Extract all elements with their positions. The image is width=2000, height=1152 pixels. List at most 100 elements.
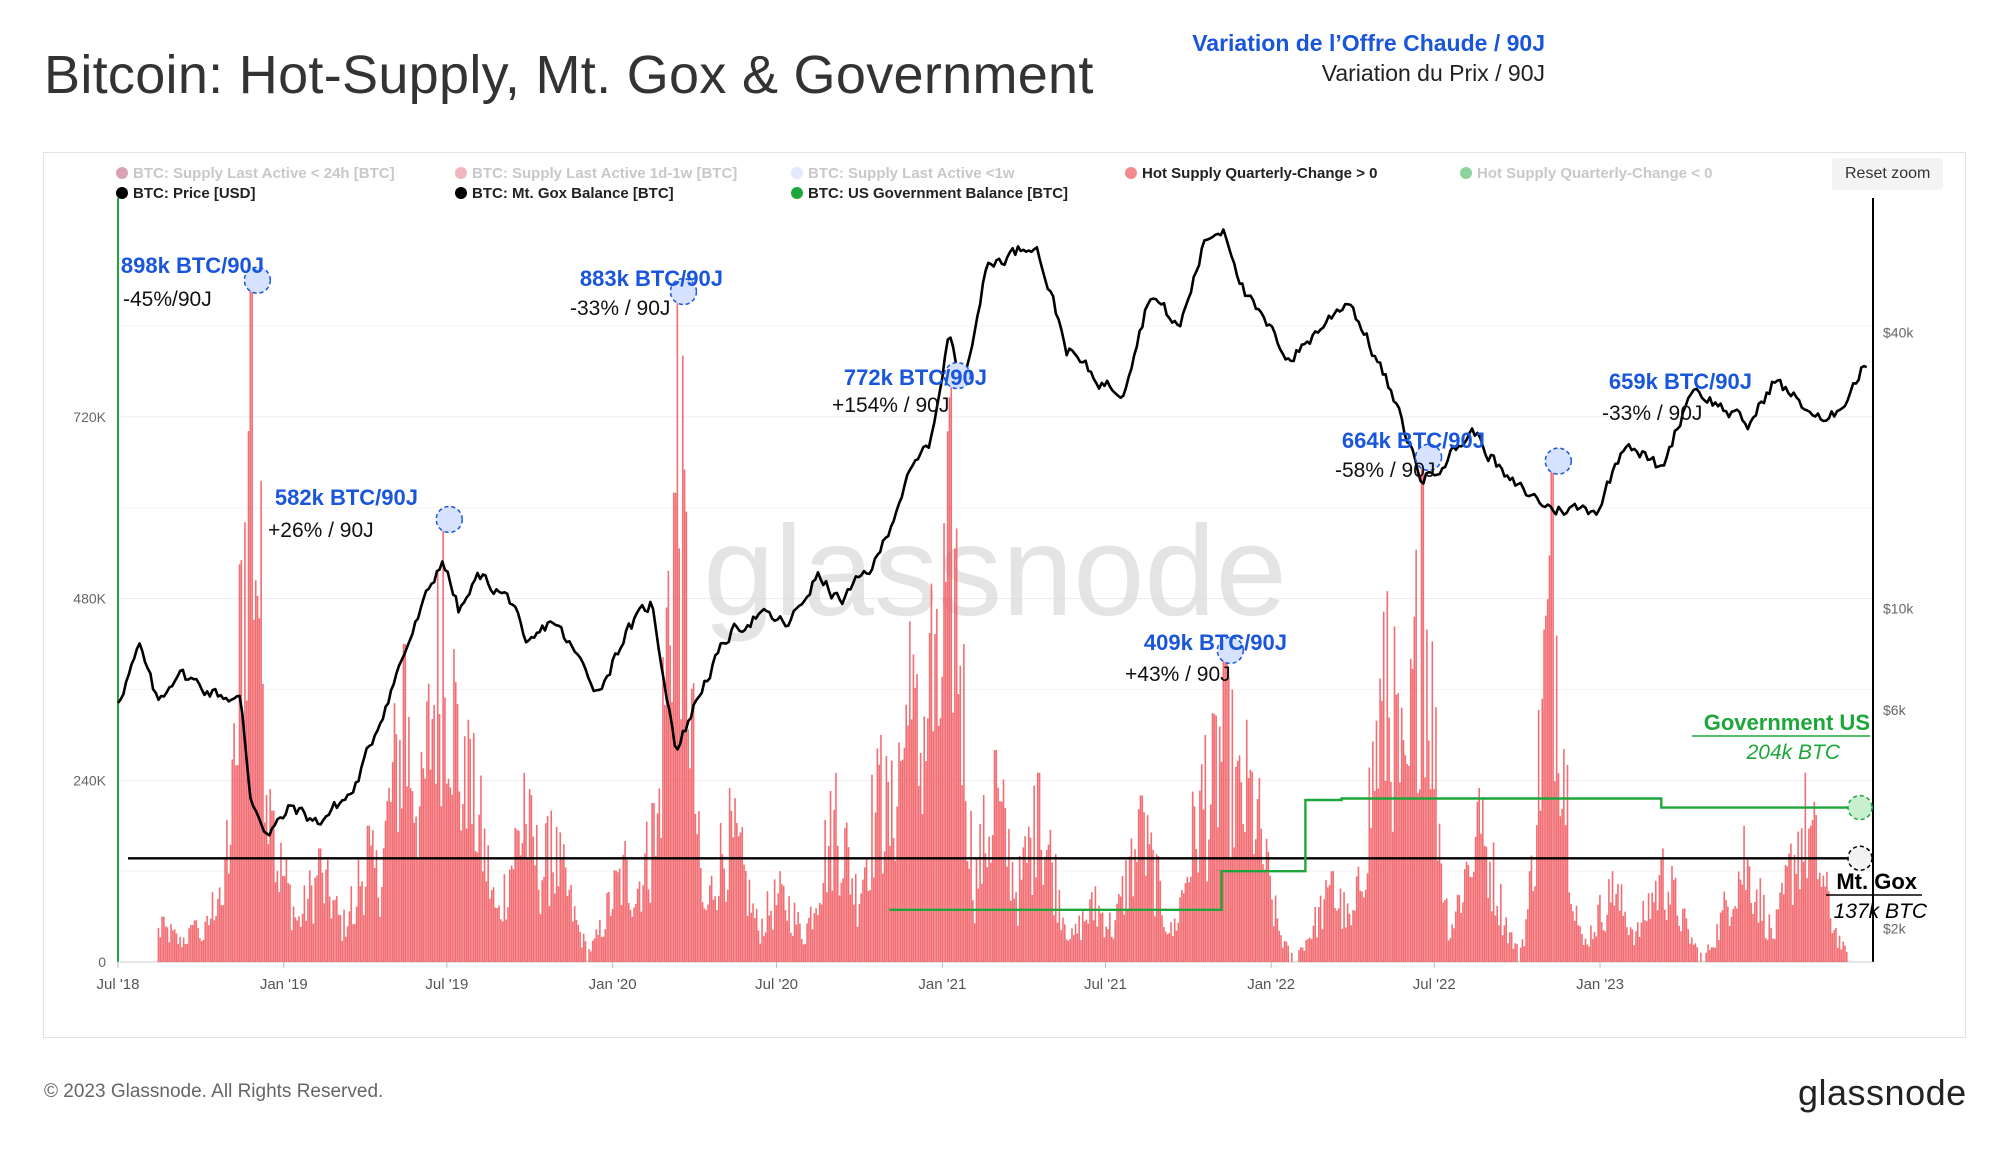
hot-supply-bar (1512, 948, 1515, 962)
hot-supply-bar (874, 812, 877, 962)
hot-supply-bar (1368, 767, 1371, 962)
hot-supply-bar (1172, 935, 1174, 962)
hot-supply-bar (1352, 910, 1354, 962)
hot-supply-bar (1478, 787, 1480, 962)
hot-supply-bar (400, 808, 403, 962)
hot-supply-bar (191, 925, 194, 962)
hot-supply-bar (1319, 895, 1322, 962)
legend-swatch (791, 187, 803, 199)
hot-supply-bar (1829, 918, 1832, 962)
hot-supply-bar (1611, 871, 1614, 962)
hot-supply-bar (1422, 459, 1425, 962)
hot-supply-bar (280, 842, 282, 962)
hot-supply-bar (1022, 847, 1025, 962)
hot-supply-bar (939, 718, 942, 962)
hot-supply-bar (869, 890, 871, 962)
hot-supply-bar (1656, 910, 1659, 962)
hot-supply-bar (1114, 920, 1117, 962)
hot-supply-bar (1357, 866, 1360, 962)
hot-supply-bar (797, 911, 799, 962)
hot-supply-bar (932, 731, 935, 962)
hot-supply-bar (851, 878, 853, 962)
hot-supply-bar (1501, 935, 1504, 962)
hot-supply-bar (946, 431, 949, 962)
hot-supply-bar (1449, 938, 1452, 962)
hot-supply-bar (1168, 933, 1171, 962)
hot-supply-bar (889, 845, 891, 962)
annotation-label: 409k BTC/90J (1144, 630, 1287, 655)
hot-supply-bar (788, 896, 790, 962)
hot-supply-bar (1125, 860, 1127, 962)
hot-supply-bar (1588, 946, 1590, 962)
hot-supply-bar (1262, 864, 1264, 962)
hot-supply-bar (1597, 904, 1599, 962)
hot-supply-bar (1090, 892, 1093, 962)
hot-supply-bar (1065, 939, 1068, 962)
hot-supply-bar (883, 851, 886, 962)
hot-supply-bar (1188, 882, 1190, 962)
hot-supply-bar (514, 827, 517, 962)
hot-supply-bar (1799, 889, 1801, 962)
hot-supply-bar (262, 683, 264, 962)
hot-supply-bar (1236, 760, 1239, 962)
hot-supply-bar (1263, 869, 1266, 962)
hot-supply-bar (518, 830, 520, 962)
x-tick-label: Jan '19 (260, 976, 308, 993)
y-left-tick-label: 480K (73, 591, 106, 607)
hot-supply-bar (1674, 877, 1677, 962)
reset-zoom-button[interactable]: Reset zoom (1832, 158, 1944, 190)
hot-supply-bar (1370, 827, 1372, 962)
hot-supply-bar (1750, 902, 1753, 962)
hot-supply-bar (278, 891, 280, 962)
hot-supply-bar (1388, 717, 1390, 962)
hot-supply-bar (1510, 932, 1513, 962)
hot-supply-bar (1649, 918, 1652, 962)
hot-supply-bar (1687, 929, 1690, 962)
hot-supply-bar (1474, 836, 1477, 962)
hot-supply-bar (211, 892, 214, 962)
hot-supply-bar (388, 787, 390, 962)
hot-supply-bar (1811, 820, 1814, 962)
hot-supply-bar (1633, 945, 1635, 962)
hot-supply-bar (952, 712, 954, 962)
legend-item: BTC: Supply Last Active <1w (791, 165, 1015, 182)
hot-supply-bar (1472, 871, 1475, 962)
hot-supply-bar (379, 916, 381, 962)
hot-supply-bar (750, 912, 753, 962)
hot-supply-bar (415, 816, 417, 962)
hot-supply-bar (1363, 897, 1365, 962)
hot-supply-bar (1085, 919, 1088, 962)
annotation: 772k BTC/90J +154% / 90J (832, 361, 987, 417)
hot-supply-bar (921, 814, 924, 962)
hot-supply-bar (1627, 935, 1630, 962)
hot-supply-bar (1436, 860, 1439, 962)
hot-supply-bar (1222, 652, 1225, 962)
hot-supply-bar (346, 926, 349, 962)
hot-supply-bar (1235, 766, 1237, 962)
hot-supply-bar (366, 825, 369, 962)
hot-supply-bar (1427, 740, 1430, 962)
hot-supply-bar (844, 827, 846, 962)
hot-supply-bar (305, 920, 307, 962)
hot-supply-bar (813, 913, 816, 962)
mtgox-label-title: Mt. Gox (1836, 869, 1917, 894)
hot-supply-bar (779, 871, 781, 962)
hot-supply-bar (1076, 933, 1079, 962)
hot-supply-bar (263, 822, 266, 962)
hot-supply-bar (672, 492, 675, 962)
glassnode-logo: glassnode (1798, 1072, 1967, 1113)
hot-supply-bar (290, 930, 293, 962)
hot-supply-bar (847, 847, 850, 962)
hot-supply-bar (1013, 898, 1016, 962)
hot-supply-bar (1732, 908, 1735, 962)
hot-supply-bar (1341, 928, 1344, 962)
x-ticks: Jul '18 Jan '19 Jul '19 Jan '20 Jul '20 Jan '… (97, 962, 1624, 993)
hot-supply-bar (1763, 894, 1765, 962)
hot-supply-bar (1314, 906, 1317, 962)
hot-supply-bar (271, 810, 273, 962)
hot-supply-bar (600, 936, 603, 962)
hot-supply-bar (1835, 927, 1837, 962)
hot-supply-bar (732, 837, 735, 962)
hot-supply-bar (289, 884, 291, 962)
legend-label: BTC: Supply Last Active 1d-1w [BTC] (472, 165, 737, 182)
